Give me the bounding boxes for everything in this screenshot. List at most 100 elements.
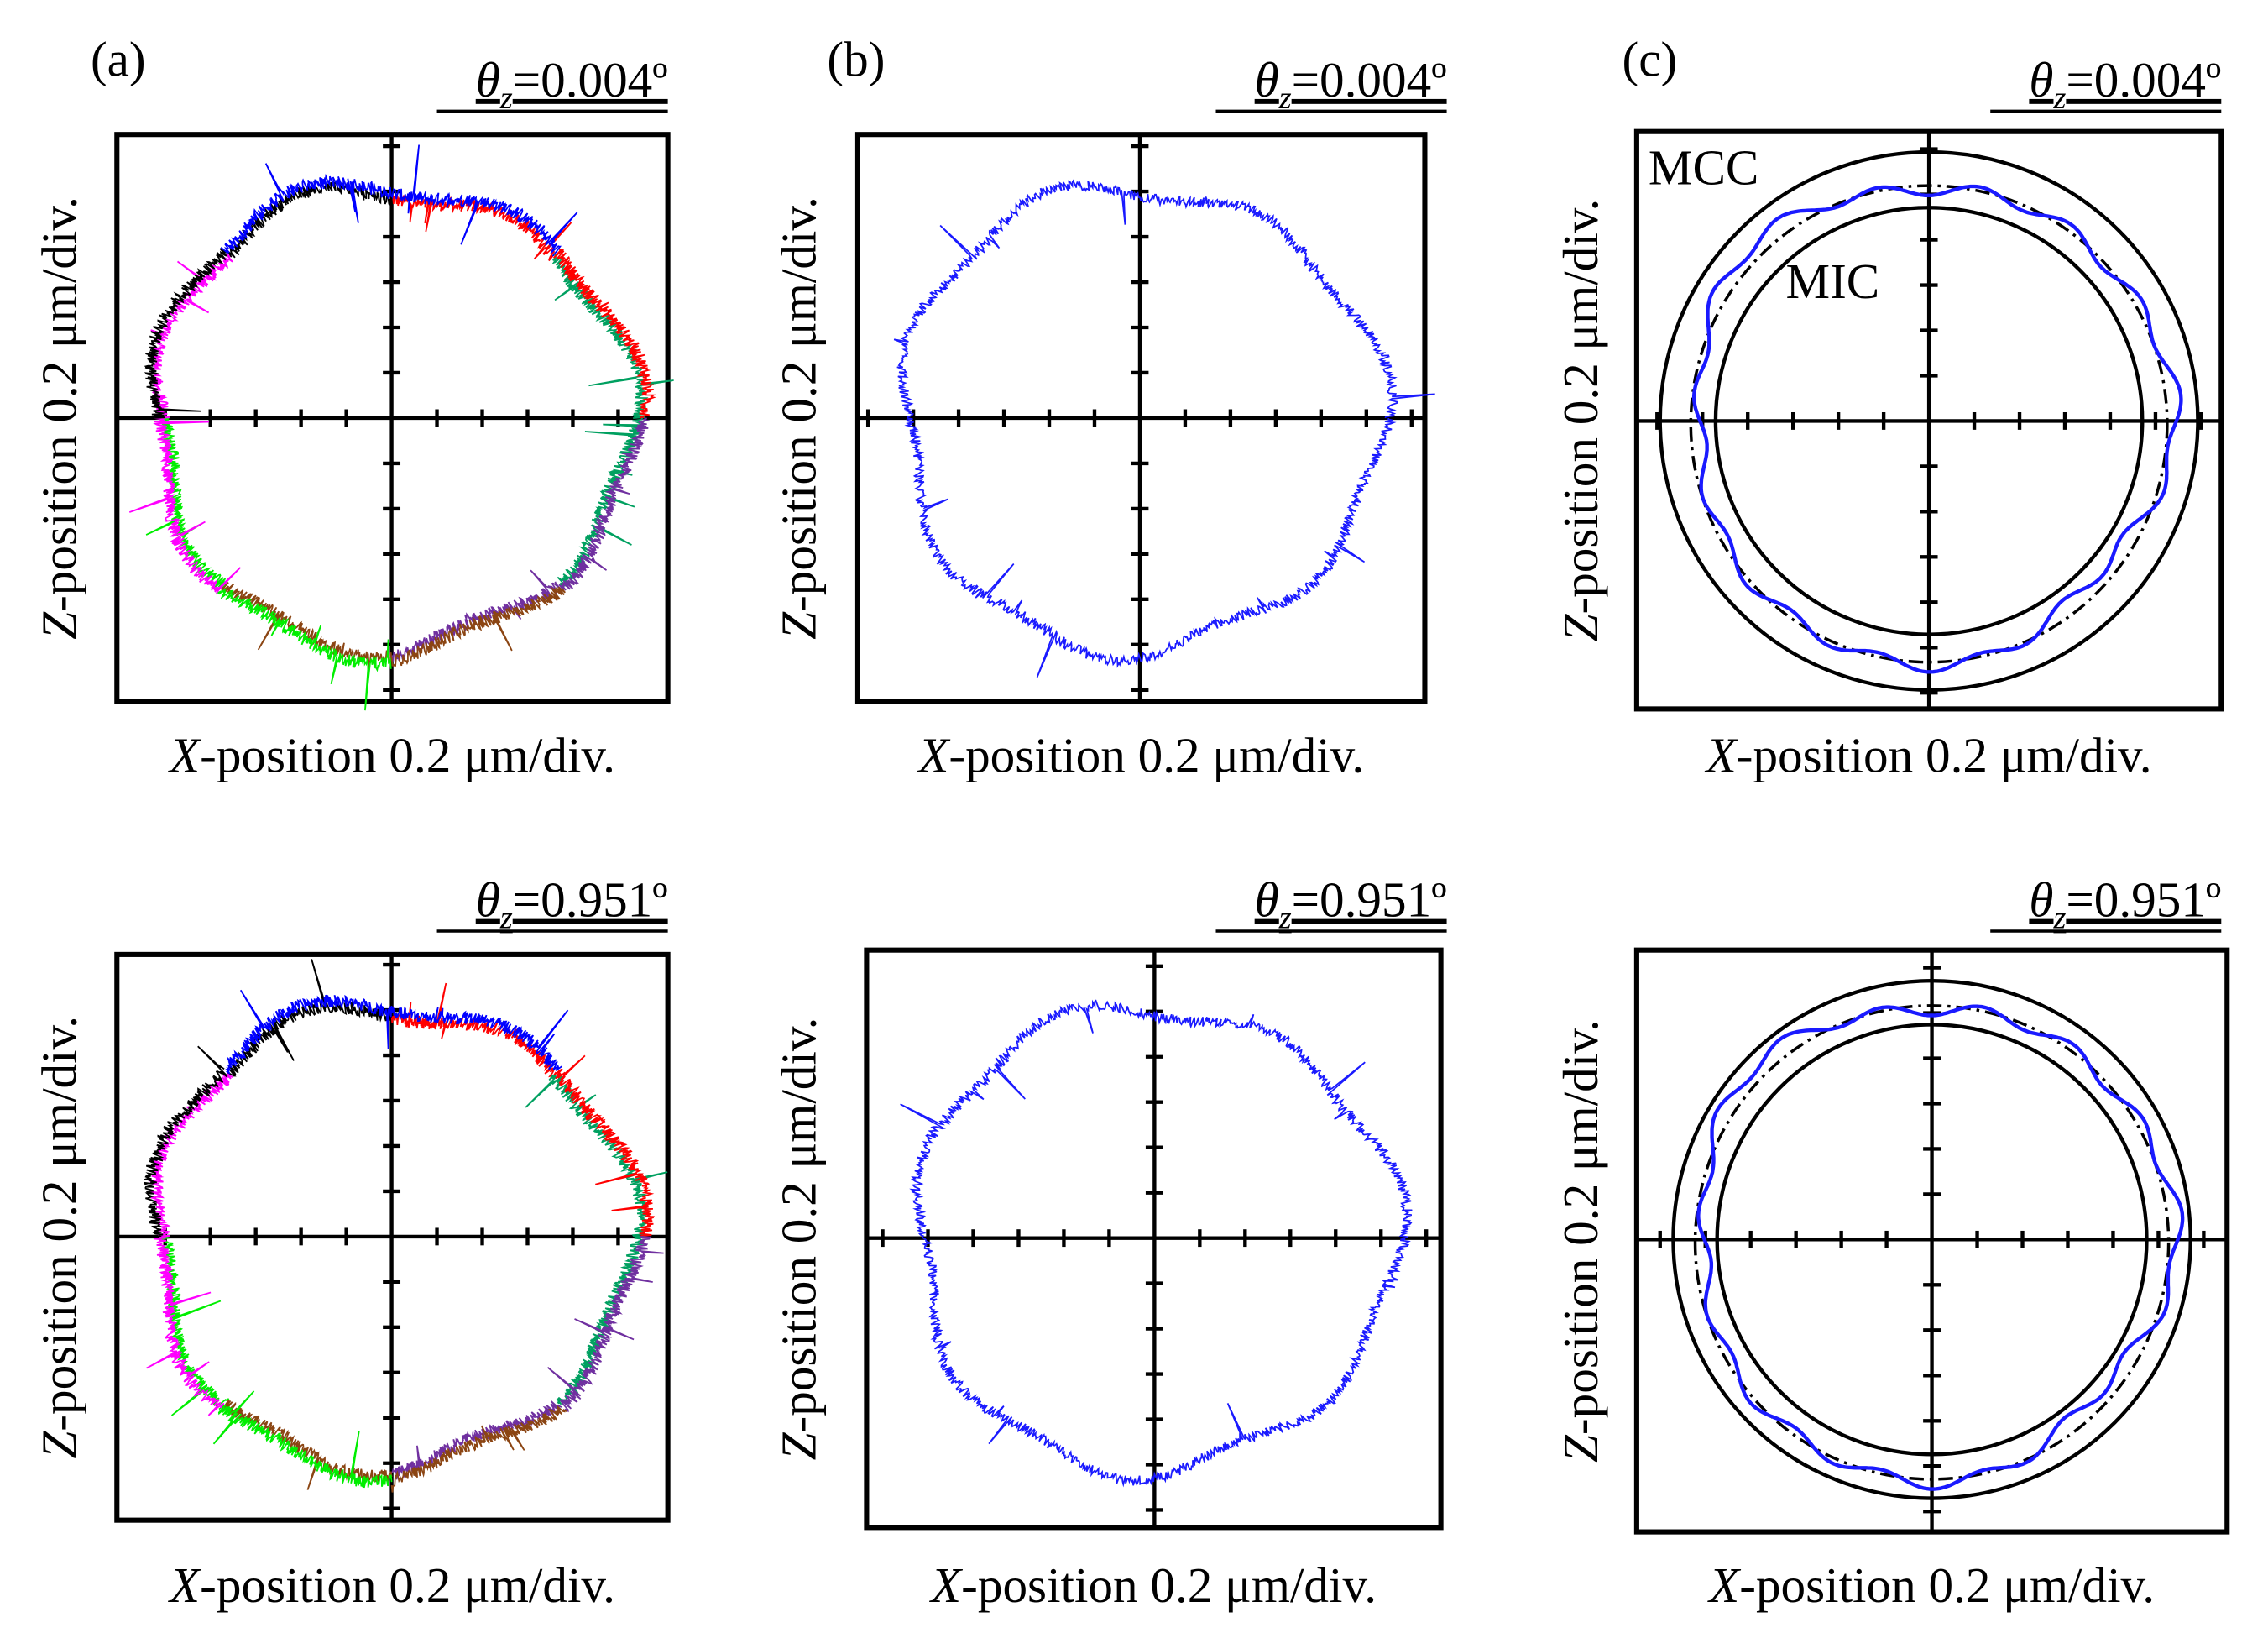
x-axis-label: X-position 0.2 μm/div.: [168, 1557, 615, 1613]
profile-segment: [390, 982, 555, 1078]
y-axis-label: Z-position 0.2 μm/div.: [32, 1016, 87, 1459]
x-axis-var: X: [168, 727, 202, 782]
theta-symbol: θ: [2029, 52, 2053, 107]
x-axis-rest: -position 0.2 μm/div.: [200, 727, 615, 782]
profile-segment: [557, 417, 645, 589]
theta-subscript: z: [499, 81, 513, 116]
mcc-label: MCC: [1649, 139, 1759, 195]
panel-label: (b): [827, 32, 885, 87]
x-axis-label: X-position 0.2 μm/div.: [168, 727, 615, 782]
y-axis-label: Z-position 0.2 μm/div.: [771, 1018, 826, 1461]
roundness-profile: [893, 179, 1435, 678]
profile-segment: [551, 254, 674, 419]
y-axis-var: Z: [32, 1431, 87, 1459]
theta-symbol: θ: [1255, 52, 1279, 107]
profile-segment: [217, 588, 392, 711]
profile-segment: [128, 417, 242, 594]
y-axis-rest: -position 0.2 μm/div.: [771, 196, 826, 612]
profile-segment: [225, 989, 393, 1075]
theta-label: θz=0.004º: [476, 52, 668, 116]
theta-subscript: z: [2052, 81, 2066, 116]
filtered-profile: [1696, 1004, 2185, 1491]
profile-segment: [556, 1236, 645, 1405]
x-axis-var: X: [1705, 727, 1739, 782]
theta-label: θz=0.004º: [1255, 52, 1447, 116]
theta-value: =0.951º: [1292, 872, 1447, 928]
x-axis-label: X-position 0.2 μm/div.: [1705, 727, 2152, 782]
profile-segment: [149, 1072, 233, 1238]
theta-value: =0.004º: [2066, 52, 2221, 107]
x-axis-rest: -position 0.2 μm/div.: [948, 727, 1364, 782]
x-axis-label: X-position 0.2 μm/div.: [917, 727, 1364, 782]
profile-segment: [391, 195, 572, 262]
profile-segment: [553, 1054, 655, 1238]
theta-label: θz=0.951º: [476, 872, 668, 936]
y-axis-label: Z-position 0.2 μm/div.: [1553, 199, 1608, 642]
theta-subscript: z: [1278, 81, 1292, 116]
panel-5: θz=0.951º X -position 0.2 μm/div.Z-positio…: [771, 872, 1447, 1613]
theta-value: =0.004º: [1292, 52, 1447, 107]
profile-segment: [390, 586, 566, 667]
theta-subscript: z: [1278, 901, 1292, 936]
y-axis-var: Z: [1553, 613, 1608, 641]
theta-symbol: θ: [1255, 872, 1279, 928]
x-axis-var: X: [917, 727, 951, 782]
profile-segment: [150, 253, 233, 419]
profile-segment: [227, 959, 393, 1077]
theta-symbol: θ: [476, 872, 500, 928]
y-axis-var: Z: [771, 611, 826, 640]
mic-label: MIC: [1785, 254, 1879, 309]
profile-segment: [390, 1006, 569, 1071]
theta-label: θz=0.951º: [1255, 872, 1447, 936]
mcc-circle: [1658, 149, 2200, 692]
theta-symbol: θ: [2029, 872, 2053, 928]
profile-segment: [212, 1390, 393, 1489]
theta-subscript: z: [2052, 901, 2066, 936]
mic-circle: [1713, 206, 2145, 636]
theta-label: θz=0.951º: [2029, 872, 2221, 936]
profile-segment: [143, 248, 227, 419]
y-axis-var: Z: [771, 1431, 826, 1460]
roundness-profile: [900, 999, 1413, 1488]
profile-segment: [227, 181, 393, 259]
theta-label: θz=0.004º: [2029, 52, 2221, 116]
mic-circle: [1715, 1023, 2149, 1457]
x-axis-var: X: [1707, 1557, 1742, 1613]
profile-segment: [146, 1236, 225, 1416]
y-axis-rest: -position 0.2 μm/div.: [1553, 199, 1608, 615]
y-axis-rest: -position 0.2 μm/div.: [771, 1018, 826, 1433]
filtered-profile: [1691, 184, 2183, 674]
theta-value: =0.004º: [513, 52, 668, 107]
y-axis-label: Z-position 0.2 μm/div.: [771, 196, 826, 640]
profile-segment: [546, 1236, 664, 1413]
y-axis-label: Z-position 0.2 μm/div.: [32, 196, 87, 640]
y-axis-label: Z-position 0.2 μm/div.: [1553, 1019, 1608, 1463]
panel-label: (c): [1622, 32, 1677, 87]
y-axis-rest: -position 0.2 μm/div.: [32, 1016, 87, 1431]
y-axis-var: Z: [32, 611, 87, 640]
profile-segment: [220, 163, 393, 254]
profile-segment: [143, 1045, 228, 1238]
x-axis-var: X: [929, 1557, 964, 1613]
panel-label: (a): [91, 32, 146, 87]
profile-segment: [558, 417, 651, 591]
x-axis-rest: -position 0.2 μm/div.: [200, 1557, 615, 1613]
profile-segment: [157, 1236, 230, 1416]
panel-6: θz=0.951º X-position 0.2 μm/div. Z-positio…: [1553, 872, 2230, 1613]
profile-segment: [390, 1405, 567, 1493]
theta-symbol: θ: [476, 52, 500, 107]
theta-subscript: z: [499, 901, 513, 936]
x-axis-rest: -position 0.2 μm/div.: [1739, 1557, 2155, 1613]
profile-segment: [222, 1399, 393, 1490]
profile-segment: [390, 144, 578, 257]
profile-segment: [553, 248, 656, 419]
profile-segment: [390, 569, 562, 662]
x-axis-label: X-position 0.2 μm/div.: [1707, 1557, 2155, 1613]
least-squares-circle: [1689, 184, 2169, 664]
x-axis-rest: -position 0.2 μm/div.: [1737, 727, 2152, 782]
